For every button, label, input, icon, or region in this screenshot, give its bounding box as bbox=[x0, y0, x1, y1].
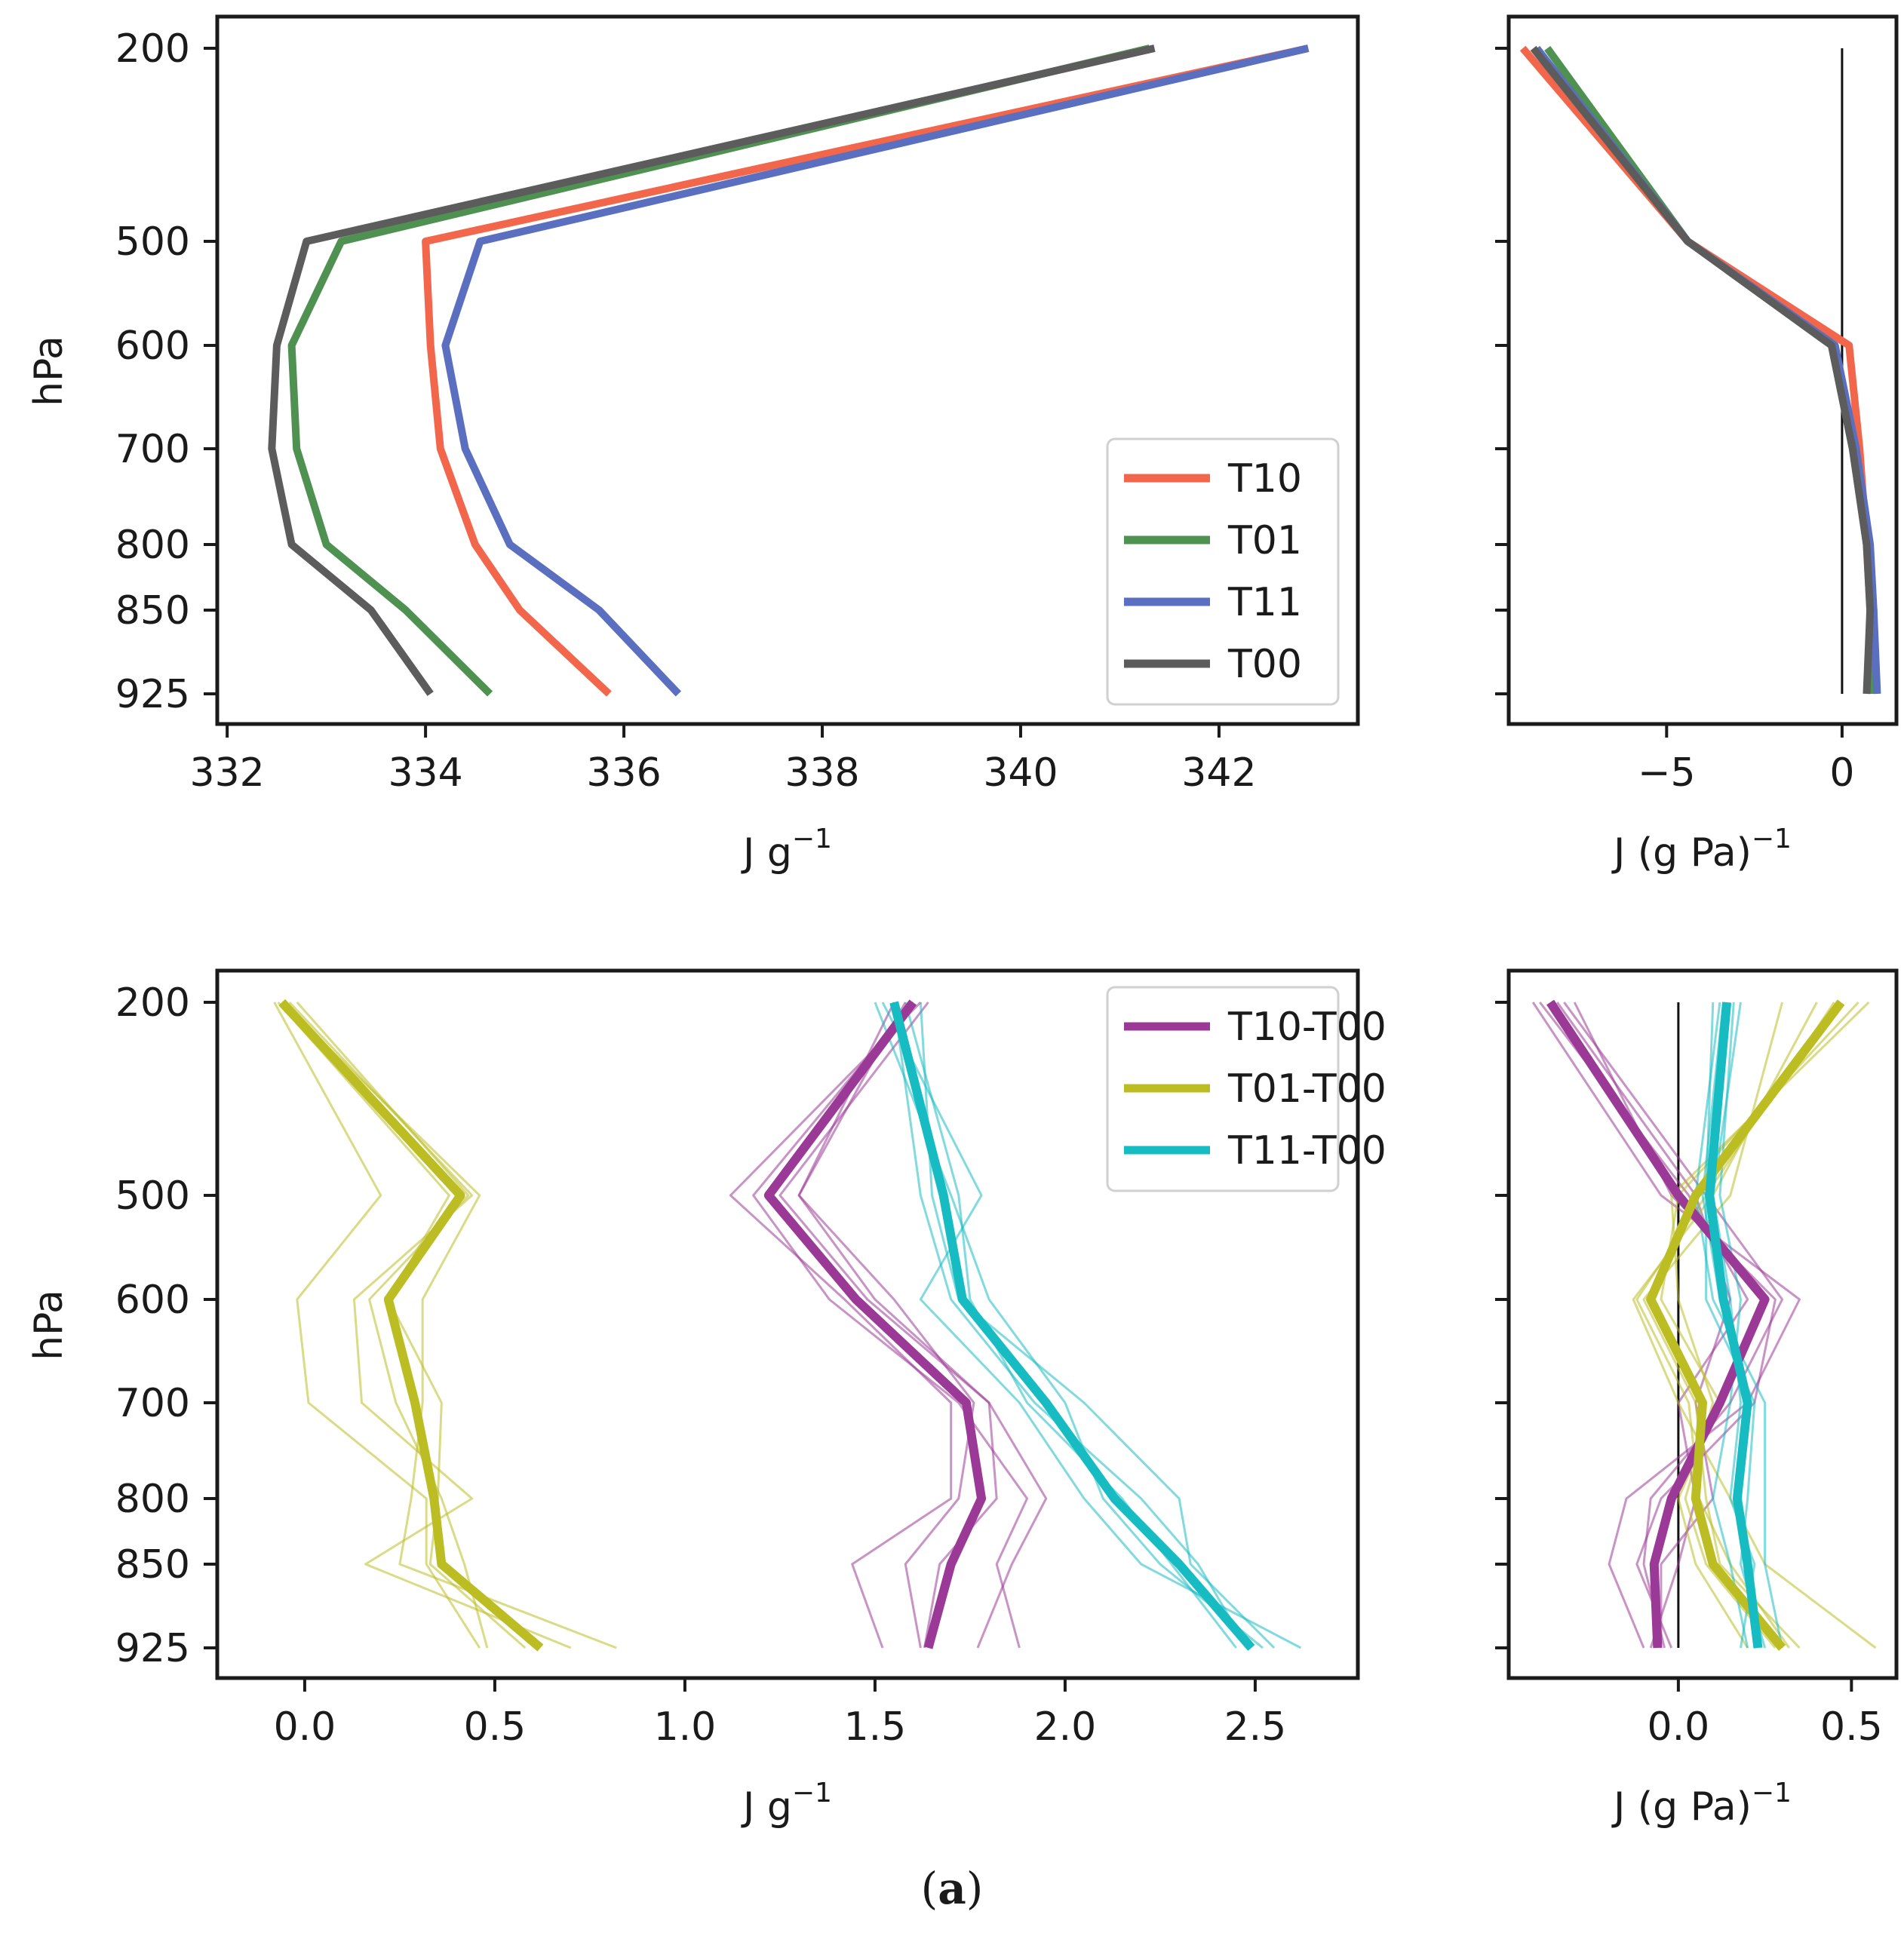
x-tick-label: 1.0 bbox=[654, 1704, 717, 1750]
member-line-T11-T00-1 bbox=[881, 1002, 1302, 1649]
chart-panel-bottom-right: 0.0 0.5 J (g Pa)−1 bbox=[1495, 968, 1899, 1830]
member-line-T10-T00-4 bbox=[797, 1002, 975, 1649]
x-tick-label: 340 bbox=[983, 750, 1058, 796]
y-tick-label: 800 bbox=[115, 523, 190, 568]
plot-frame bbox=[215, 968, 1360, 1680]
chart-panel-bottom-left: 200 500 600 700 800 850 925 0.0 0.5 1.0 1.5 2.0 2.5 J… bbox=[26, 968, 1387, 1830]
x-tick-label: 342 bbox=[1181, 750, 1256, 796]
y-tick-label: 850 bbox=[115, 588, 190, 634]
series-line-T01 bbox=[1544, 46, 1878, 694]
plot-frame bbox=[215, 14, 1360, 726]
x-axis-label-text: J g bbox=[741, 1784, 792, 1830]
series-line-T10 bbox=[1519, 45, 1875, 694]
series-line-T10 bbox=[422, 44, 1310, 697]
y-tick-label: 600 bbox=[115, 1278, 190, 1323]
x-tick-label: 0.0 bbox=[274, 1704, 336, 1750]
series-line-T11 bbox=[441, 44, 1310, 697]
y-tick-label: 800 bbox=[115, 1477, 190, 1522]
y-tick-label: 500 bbox=[115, 219, 190, 265]
x-tick-label: 2.5 bbox=[1224, 1704, 1287, 1750]
x-tick-label: 0.0 bbox=[1648, 1704, 1710, 1750]
member-line-T01-T00-3 bbox=[1642, 1002, 1801, 1649]
legend-label-T01-T00: T01-T00 bbox=[1227, 1066, 1387, 1112]
y-tick-label: 700 bbox=[115, 1381, 190, 1426]
y-tick-label: 500 bbox=[115, 1173, 190, 1219]
x-tick-label: 336 bbox=[586, 750, 661, 796]
x-tick-label: 332 bbox=[190, 750, 265, 796]
x-axis-label-text: J g bbox=[741, 830, 792, 876]
x-tick-label: 2.0 bbox=[1034, 1704, 1097, 1750]
y-tick-label: 850 bbox=[115, 1542, 190, 1588]
legend-label-T00: T00 bbox=[1227, 642, 1302, 687]
x-axis-label-text: J (g Pa) bbox=[1611, 1784, 1752, 1830]
plot-frame bbox=[1506, 968, 1899, 1680]
member-line-T11-T00-4 bbox=[874, 1002, 1264, 1649]
x-tick-label: 334 bbox=[388, 750, 462, 796]
legend-label-T10-T00: T10-T00 bbox=[1227, 1005, 1387, 1050]
member-line-T01-T00-2 bbox=[288, 1001, 572, 1649]
member-line-T11-T00-3 bbox=[892, 1002, 1249, 1649]
y-tick-label: 925 bbox=[115, 672, 190, 717]
legend-box bbox=[1106, 437, 1340, 706]
figure-label-close: ) bbox=[966, 1863, 984, 1914]
x-tick-label: −5 bbox=[1638, 750, 1696, 796]
y-tick-label: 200 bbox=[115, 980, 190, 1026]
member-line-T01-T00-5 bbox=[277, 1002, 527, 1649]
series-line-T00 bbox=[1530, 45, 1875, 695]
y-axis-label: hPa bbox=[26, 336, 72, 407]
x-tick-label: 0.5 bbox=[464, 1704, 527, 1750]
series-line-T00 bbox=[268, 44, 1156, 696]
x-tick-label: 0.5 bbox=[1820, 1704, 1883, 1750]
series-line-T01 bbox=[287, 44, 1151, 697]
x-axis-label: J g−1 bbox=[741, 1778, 832, 1830]
member-line-T01-T00-1 bbox=[273, 1002, 481, 1649]
y-tick-label: 700 bbox=[115, 427, 190, 472]
y-tick-label: 200 bbox=[115, 26, 190, 72]
x-axis-label-text: J (g Pa) bbox=[1611, 830, 1752, 876]
series-line-T10-T00 bbox=[763, 999, 987, 1649]
member-line-T10-T00-1 bbox=[729, 1001, 953, 1649]
member-line-T01-T00-3 bbox=[281, 1001, 617, 1649]
x-axis-label-exponent: −1 bbox=[1752, 1778, 1792, 1809]
series-line-T01-T00 bbox=[1646, 999, 1845, 1651]
figure-label: (a) bbox=[0, 1863, 1904, 1914]
member-line-T01-T00-4 bbox=[1670, 1001, 1870, 1649]
series-line-T01-T00 bbox=[278, 999, 544, 1652]
legend-label-T11: T11 bbox=[1227, 580, 1302, 625]
x-axis-label: J (g Pa)−1 bbox=[1611, 1778, 1792, 1830]
x-axis-label-exponent: −1 bbox=[1752, 824, 1792, 854]
legend-label-T10: T10 bbox=[1227, 456, 1302, 502]
x-tick-label: 338 bbox=[785, 750, 859, 796]
chart-panel-top-right: −5 0 J (g Pa)−1 bbox=[1495, 14, 1899, 876]
x-axis-label-exponent: −1 bbox=[792, 824, 832, 854]
y-axis-label: hPa bbox=[26, 1290, 72, 1361]
figure-label-letter: a bbox=[938, 1863, 966, 1914]
x-axis-label: J g−1 bbox=[741, 824, 832, 876]
member-line-T11-T00-5 bbox=[904, 1002, 1237, 1649]
member-line-T10-T00-3 bbox=[752, 1002, 1029, 1649]
member-line-T01-T00-2 bbox=[1660, 1001, 1859, 1649]
member-line-T11-T00-2 bbox=[1712, 1002, 1749, 1649]
x-tick-label: 0 bbox=[1829, 750, 1854, 796]
legend-label-T11-T00: T11-T00 bbox=[1227, 1128, 1387, 1173]
y-tick-label: 925 bbox=[115, 1626, 190, 1671]
y-tick-label: 600 bbox=[115, 324, 190, 369]
x-axis-label: J (g Pa)−1 bbox=[1611, 824, 1792, 876]
figure-label-open: ( bbox=[920, 1863, 938, 1914]
series-line-T10-T00 bbox=[1546, 999, 1770, 1649]
member-line-T01-T00-4 bbox=[296, 1002, 489, 1649]
series-line-T11-T00 bbox=[1705, 1002, 1763, 1649]
member-line-T10-T00-5 bbox=[778, 1002, 998, 1649]
legend-label-T01: T01 bbox=[1227, 518, 1302, 563]
plot-frame bbox=[1506, 14, 1899, 726]
series-line-T11-T00 bbox=[889, 1001, 1255, 1651]
legend-box bbox=[1106, 986, 1340, 1192]
x-axis-label-exponent: −1 bbox=[792, 1778, 832, 1809]
member-line-T11-T00-2 bbox=[919, 1002, 1276, 1649]
series-line-T11 bbox=[1534, 45, 1881, 695]
x-tick-label: 1.5 bbox=[844, 1704, 907, 1750]
